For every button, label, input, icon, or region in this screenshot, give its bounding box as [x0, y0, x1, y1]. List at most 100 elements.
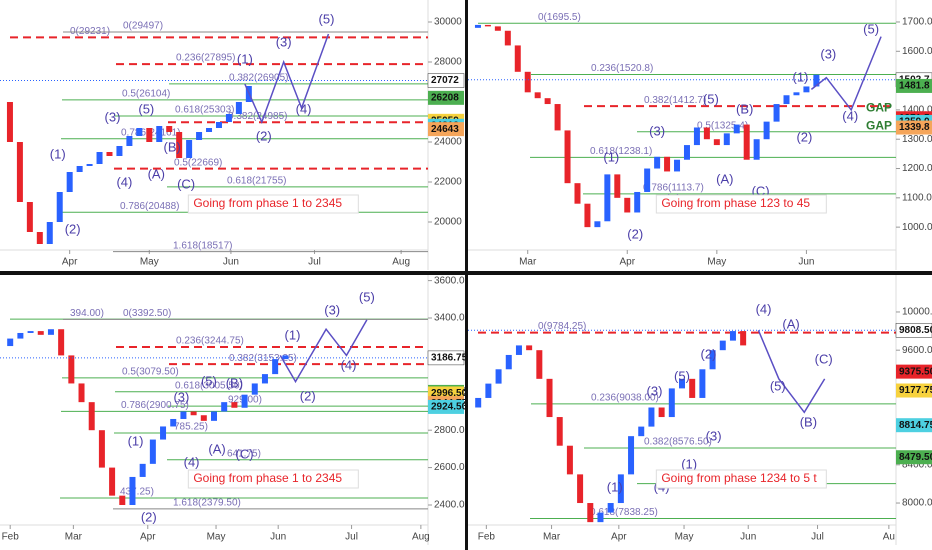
- candle: [196, 132, 203, 140]
- candle: [261, 374, 268, 384]
- wave-label: (1): [603, 149, 619, 164]
- candle: [484, 24, 491, 27]
- candle: [594, 221, 601, 228]
- price-tag: [428, 399, 464, 414]
- wave-label: (A): [208, 441, 225, 456]
- candle: [186, 140, 193, 158]
- chart: 1000.01100.01200.01300.01400.01500.01600…: [468, 0, 932, 270]
- x-tick-label: Apr: [62, 257, 78, 268]
- x-tick-label: Jun: [270, 532, 286, 543]
- candle: [106, 152, 113, 156]
- candle: [803, 86, 810, 93]
- y-tick-label: 1300.0: [902, 134, 932, 145]
- candle: [654, 156, 661, 169]
- x-tick-label: May: [675, 532, 694, 543]
- candle: [282, 355, 289, 360]
- wave-label: (3): [276, 34, 292, 49]
- candle: [584, 203, 591, 228]
- candle: [221, 402, 228, 412]
- fib-label: 0.236(3244.75): [176, 336, 244, 347]
- candle: [119, 495, 126, 505]
- candle: [607, 503, 614, 513]
- candle: [587, 503, 594, 523]
- wave-label: (3): [173, 389, 189, 404]
- price-tag: [428, 122, 464, 137]
- chart: 200002200024000260002800030000AprMayJunJ…: [0, 0, 465, 270]
- chart-panel: 200002200024000260002800030000AprMayJunJ…: [0, 0, 465, 270]
- fib-label: 1.618(2379.50): [173, 497, 241, 508]
- fib-label: 0(9784.25): [538, 321, 586, 332]
- gap-label: GAP: [866, 100, 892, 114]
- y-tick-label: 24000: [434, 137, 462, 148]
- candle: [614, 174, 621, 198]
- fib-label: 0.618(1238.1): [590, 146, 652, 157]
- candle: [679, 378, 685, 389]
- forecast-path: [757, 330, 826, 414]
- candle: [740, 331, 747, 346]
- fib-label: 0.618(7838.25): [590, 507, 658, 518]
- x-tick-label: Mar: [543, 532, 561, 543]
- wave-label: (4): [341, 357, 357, 372]
- note: Going from phase 1 to 2345: [193, 196, 342, 210]
- wave-label: (1): [50, 146, 66, 161]
- price-tag: [896, 418, 932, 433]
- fib-label: 0(29497): [123, 21, 163, 32]
- candle: [729, 331, 736, 341]
- price-tag: [896, 364, 932, 379]
- candle: [723, 133, 730, 146]
- candle: [554, 104, 561, 131]
- candle: [109, 467, 116, 496]
- x-tick-label: Apr: [611, 532, 627, 543]
- wave-label: (4): [756, 301, 772, 316]
- candle: [7, 338, 14, 347]
- divider: [0, 271, 932, 275]
- note-box: [187, 469, 359, 489]
- candle: [176, 132, 183, 158]
- candle: [225, 114, 232, 122]
- y-tick-label: 1600.0: [902, 46, 932, 57]
- candle: [36, 232, 43, 244]
- candle: [116, 146, 123, 156]
- candle: [37, 331, 44, 335]
- y-tick-label: 1400.0: [902, 105, 932, 116]
- candle: [56, 192, 63, 222]
- candle: [136, 128, 143, 136]
- candle: [664, 156, 671, 172]
- candle: [624, 197, 631, 213]
- candle: [515, 345, 522, 355]
- candle: [215, 122, 222, 128]
- candle: [813, 74, 820, 87]
- candle: [566, 445, 573, 475]
- y-tick-label: 1100.0: [902, 192, 932, 203]
- candle: [658, 407, 665, 418]
- chart-panel: 2400.002600.002800.003000.003200.003400.…: [0, 275, 471, 545]
- y-tick-label: 10000.00: [902, 307, 932, 318]
- price-tag: [895, 323, 932, 338]
- candle: [129, 476, 136, 505]
- y-tick-label: 2600.00: [434, 462, 471, 473]
- y-tick-label: 8000.00: [902, 498, 932, 509]
- note: Going from phase 1 to 2345: [193, 471, 342, 485]
- fib-label: 0.618(21755): [227, 176, 287, 187]
- forecast-path: [279, 319, 368, 384]
- x-tick-label: Aug: [392, 257, 410, 268]
- candle: [231, 402, 238, 408]
- wave-label: (5): [359, 289, 375, 304]
- price-tag: [896, 120, 932, 135]
- fib-label: 0.786(1113.7): [643, 182, 704, 193]
- candle: [26, 202, 33, 232]
- wave-label: (4): [296, 101, 312, 116]
- candle: [544, 98, 551, 105]
- candle: [78, 383, 85, 403]
- x-tick-label: Apr: [140, 532, 156, 543]
- price-tag-label: 8814.75: [899, 420, 932, 431]
- wave-label: (C): [236, 447, 254, 462]
- candle: [156, 126, 163, 142]
- fib-label: 0.236(27895): [176, 53, 236, 64]
- y-tick-label: 9600.00: [902, 345, 932, 356]
- price-tag: [896, 383, 932, 398]
- x-tick-label: Mar: [65, 532, 83, 543]
- wave-label: (5): [770, 378, 786, 393]
- forecast-path: [810, 36, 882, 112]
